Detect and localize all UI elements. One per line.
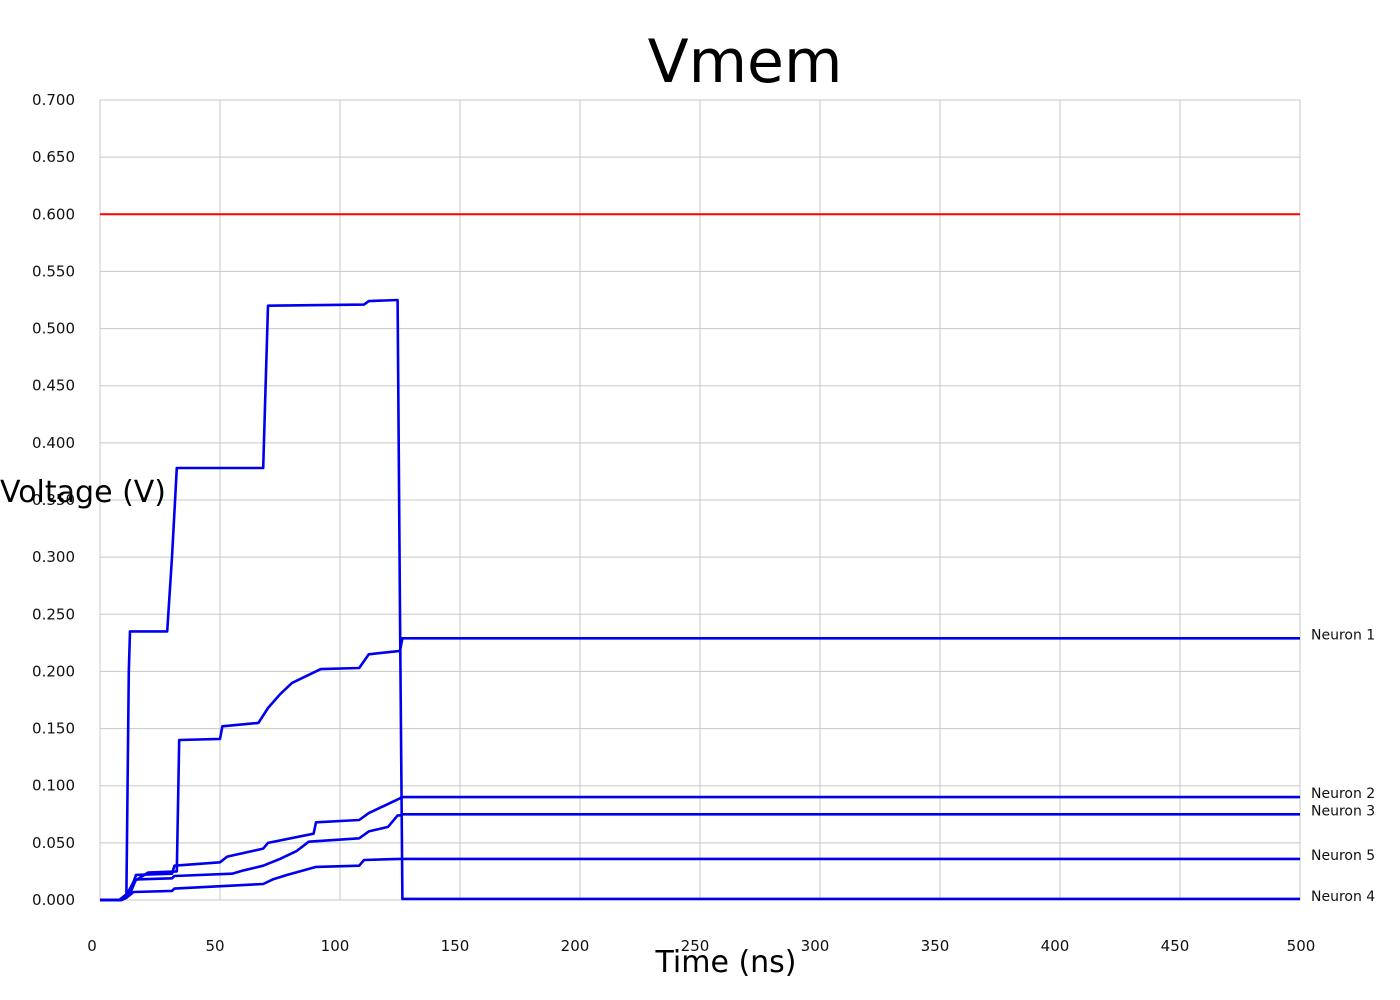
x-tick-label: 300	[801, 937, 830, 955]
x-tick-label: 500	[1287, 937, 1316, 955]
y-tick-label: 0.350	[32, 491, 75, 509]
y-tick-label: 0.400	[32, 434, 75, 452]
grid	[99, 99, 1301, 901]
series-line-neuron-4	[100, 636, 1300, 902]
y-tick-label: 0.150	[32, 720, 75, 738]
series-label: Neuron 5	[1311, 848, 1375, 864]
y-tick-label: 0.200	[32, 662, 75, 680]
y-tick-label: 0.700	[32, 91, 75, 109]
y-tick-label: 0.000	[32, 891, 75, 909]
y-tick-label: 0.600	[32, 205, 75, 223]
series-label: Neuron 3	[1311, 803, 1375, 819]
x-tick-label: 100	[321, 937, 350, 955]
x-tick-label: 350	[921, 937, 950, 955]
x-axis-ticks: 0 50 100 150 200 250 300 350 400 450 500	[87, 937, 1315, 955]
y-axis-label: Voltage (V)	[0, 475, 166, 510]
y-tick-label: 0.450	[32, 377, 75, 395]
x-tick-label: 400	[1041, 937, 1070, 955]
chart-title: Vmem	[648, 27, 843, 97]
y-tick-label: 0.300	[32, 548, 75, 566]
series-line-neuron-5	[100, 857, 1300, 902]
series-label: Neuron 4	[1311, 889, 1375, 905]
x-tick-label: 150	[441, 937, 470, 955]
y-tick-label: 0.650	[32, 148, 75, 166]
series-line-neuron-1	[100, 298, 1300, 902]
y-tick-label: 0.500	[32, 320, 75, 338]
x-axis-label: Time (ns)	[654, 945, 796, 980]
series-lines	[100, 298, 1300, 902]
y-tick-label: 0.250	[32, 605, 75, 623]
series-label: Neuron 1	[1311, 627, 1375, 643]
x-tick-label: 450	[1161, 937, 1190, 955]
series-line-neuron-3	[100, 812, 1300, 902]
x-tick-label: 50	[205, 937, 224, 955]
x-tick-label: 200	[561, 937, 590, 955]
x-tick-label: 0	[87, 937, 97, 955]
y-tick-label: 0.550	[32, 262, 75, 280]
series-label: Neuron 2	[1311, 786, 1375, 802]
y-tick-label: 0.100	[32, 777, 75, 795]
y-tick-label: 0.050	[32, 834, 75, 852]
y-axis-ticks: 0.000 0.050 0.100 0.150 0.200 0.250 0.300 0.350…	[32, 91, 75, 909]
x-tick-label: 250	[681, 937, 710, 955]
